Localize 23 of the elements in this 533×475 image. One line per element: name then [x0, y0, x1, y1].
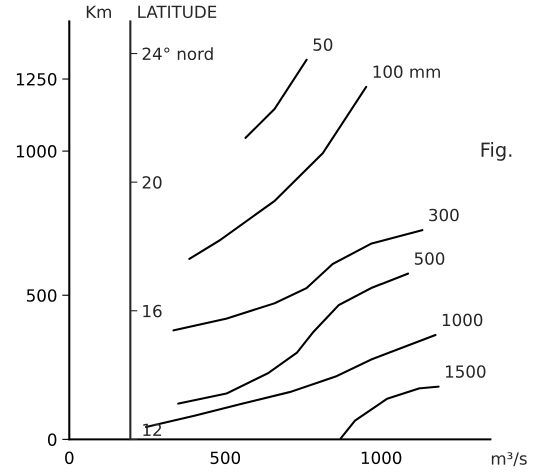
x-axis-title: m³/s [492, 452, 527, 466]
y-tick-label: 500 [26, 289, 56, 302]
x-tick-label: 0 [65, 451, 74, 464]
y-tick-label: 1250 [16, 72, 56, 86]
series-label: 100 mm [374, 65, 440, 78]
y2-tick-label: 24° nord [142, 47, 213, 60]
y2-tick-label: 12 [143, 424, 161, 436]
y-axis-title: Km [86, 6, 111, 18]
x-tick-label: 500 [210, 451, 240, 464]
y-tick-label: 1000 [16, 145, 56, 158]
annotation: Fig. [482, 142, 512, 161]
line-series [177, 272, 410, 405]
line-series [188, 86, 368, 260]
series-label: 1000 [442, 314, 482, 326]
y2-axis-title: LATITUDE [138, 6, 216, 18]
y2-tick-label: 16 [143, 304, 162, 318]
series-label: 1500 [446, 365, 486, 378]
series-label: 500 [414, 252, 444, 265]
series-label: 300 [429, 208, 459, 222]
y-tick-label: 0 [48, 433, 56, 446]
y2-tick-label: 20 [142, 176, 162, 189]
x-tick-label: 1000 [362, 451, 402, 464]
series-label: 50 [313, 38, 332, 51]
